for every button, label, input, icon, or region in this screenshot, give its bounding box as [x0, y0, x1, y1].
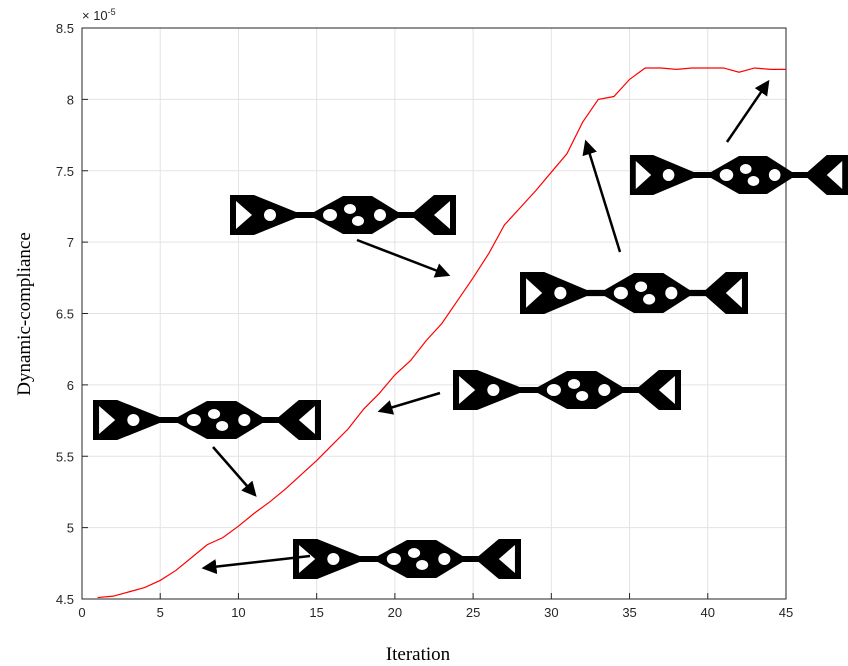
- x-tick-label: 30: [544, 605, 558, 620]
- x-tick-label: 15: [309, 605, 323, 620]
- arrows: [201, 79, 770, 575]
- y-tick-label: 7: [67, 235, 74, 250]
- x-tick-label: 25: [466, 605, 480, 620]
- x-tick-label: 0: [78, 605, 85, 620]
- y-axis-label: Dynamic-compliance: [14, 232, 35, 396]
- plot-area: 0 5 10 15 20 25 30 35 40 45 4.5 5 5.5 6 6.5 7 7.5 8 8.5: [56, 21, 793, 620]
- y-tick-label: 5.5: [56, 449, 74, 464]
- x-tick-label: 20: [388, 605, 402, 620]
- x-tick-label: 5: [157, 605, 164, 620]
- x-tick-label: 10: [231, 605, 245, 620]
- data-line: [97, 67, 786, 599]
- y-tick-label: 4.5: [56, 592, 74, 607]
- axes-frame: [81, 27, 787, 600]
- y-tick-label: 5: [67, 521, 74, 536]
- y-tick-label: 6: [67, 378, 74, 393]
- x-axis-label: Iteration: [386, 644, 451, 665]
- x-tick-label: 45: [779, 605, 793, 620]
- y-tick-label: 7.5: [56, 164, 74, 179]
- y-tick-label: 8: [67, 92, 74, 107]
- y-tick-label: 8.5: [56, 21, 74, 36]
- y-exponent: × 10-5: [82, 7, 116, 23]
- x-tick-label: 40: [701, 605, 715, 620]
- x-tick-label: 35: [622, 605, 636, 620]
- exponent-base: × 10: [82, 8, 108, 23]
- exponent-power: -5: [108, 7, 116, 17]
- y-tick-label: 6.5: [56, 307, 74, 322]
- topology-insets: [93, 155, 848, 579]
